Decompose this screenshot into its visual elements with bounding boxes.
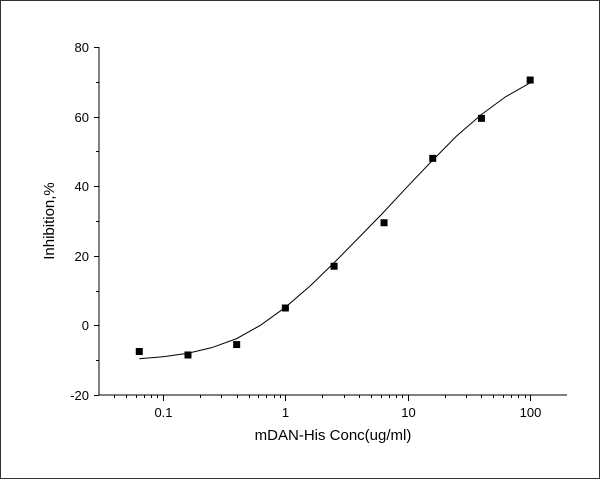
ticks	[94, 47, 531, 401]
y-tick-label: 20	[75, 249, 89, 264]
x-axis-title: mDAN-His Conc(ug/ml)	[255, 427, 412, 444]
y-tick-label: 60	[75, 110, 89, 125]
data-point	[184, 351, 192, 359]
y-tick-label: -20	[70, 388, 89, 403]
y-axis-title: Inhibition,%	[41, 182, 58, 260]
y-tick-label: 80	[75, 40, 89, 55]
data-point	[477, 114, 485, 122]
fit-curve	[139, 82, 531, 360]
axes	[98, 47, 567, 396]
data-point	[135, 348, 143, 355]
x-tick-label: 1	[282, 405, 289, 420]
data-point	[526, 76, 534, 84]
data-point	[380, 219, 388, 227]
data-point	[429, 154, 437, 162]
tick-labels: -20 0 20 40 60 80 0.1 1 10 100	[70, 40, 541, 420]
data-point	[233, 341, 241, 349]
y-tick-label: 40	[75, 179, 89, 194]
x-tick-label: 0.1	[154, 405, 172, 420]
data-point	[281, 304, 289, 312]
x-tick-label: 100	[520, 405, 542, 420]
y-tick-label: 0	[82, 318, 89, 333]
data-point	[330, 262, 338, 270]
data-points	[135, 76, 534, 359]
x-tick-label: 10	[401, 405, 415, 420]
